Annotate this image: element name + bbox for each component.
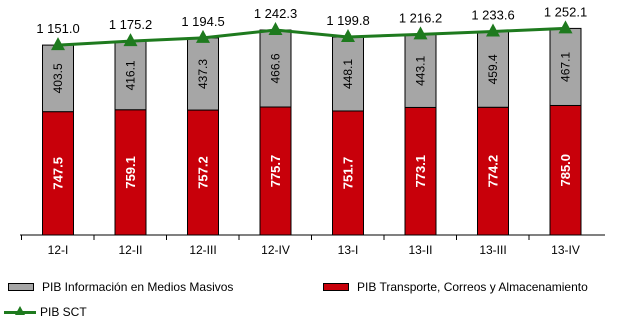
legend-label-transporte: PIB Transporte, Correos y Almacenamiento [357, 280, 588, 294]
x-tick-label: 13-IV [551, 243, 580, 257]
legend-swatch-transporte [323, 283, 349, 291]
legend-item-transporte: PIB Transporte, Correos y Almacenamiento [323, 280, 588, 294]
data-label-transporte: 747.5 [51, 157, 66, 190]
x-tick-label: 13-II [408, 243, 432, 257]
sct-marker [123, 33, 138, 47]
data-label-info: 403.5 [51, 63, 65, 93]
data-label-sct: 1 194.5 [181, 14, 224, 29]
data-label-info: 443.1 [414, 56, 428, 86]
x-tick-label: 13-III [479, 243, 506, 257]
data-label-sct: 1 175.2 [109, 17, 152, 32]
data-label-info: 466.6 [269, 53, 283, 83]
data-label-sct: 1 199.8 [326, 13, 369, 28]
x-tick-label: 12-I [48, 243, 69, 257]
bar-transporte [404, 106, 437, 236]
data-label-sct: 1 151.0 [36, 21, 79, 36]
data-label-sct: 1 233.6 [471, 7, 514, 22]
data-label-transporte: 757.2 [196, 156, 211, 189]
sct-line-layer: 1 151.0 1 175.2 1 194.5 1 242.3 1 199.8 1 216… [36, 4, 587, 51]
data-label-sct: 1 252.1 [544, 4, 587, 19]
bar-transporte [477, 106, 509, 236]
sct-marker [268, 22, 283, 36]
ticks-layer: 12-I 12-II 12-III 12-IV 13-I 13-II 13-III 13-IV [21, 235, 580, 257]
bar-info [477, 30, 509, 108]
bar-info [114, 40, 147, 111]
legend-label-info: PIB Información en Medios Masivos [42, 280, 234, 294]
data-label-transporte: 751.7 [341, 157, 356, 190]
sct-marker [341, 29, 355, 43]
sct-marker [196, 29, 210, 43]
bar-info [187, 37, 219, 111]
data-label-transporte: 759.1 [123, 156, 138, 189]
bar-transporte [332, 110, 364, 236]
data-label-transporte: 775.7 [268, 155, 283, 188]
sct-marker [558, 20, 573, 34]
data-label-info: 448.1 [341, 59, 355, 89]
data-label-sct: 1 242.3 [254, 6, 297, 21]
bar-transporte [187, 109, 219, 236]
sct-marker [486, 23, 500, 37]
legend-swatch-sct [4, 306, 36, 317]
sct-marker [51, 37, 65, 51]
data-label-transporte: 773.1 [413, 155, 428, 188]
data-label-info: 459.4 [486, 54, 500, 84]
legend-item-info: PIB Información en Medios Masivos [8, 280, 233, 294]
bar-transporte [42, 111, 74, 236]
data-label-transporte: 785.0 [558, 154, 573, 187]
bar-transporte [259, 106, 292, 236]
data-label-info: 467.1 [559, 52, 573, 82]
bar-info [42, 44, 74, 113]
legend-item-sct: PIB SCT [4, 305, 87, 319]
x-tick-label: 12-II [118, 243, 142, 257]
x-tick-label: 12-III [189, 243, 216, 257]
x-tick-label: 12-IV [261, 243, 290, 257]
sct-marker [413, 26, 428, 40]
sct-line [57, 26, 566, 47]
bar-info [332, 36, 364, 112]
bar-info [259, 29, 292, 108]
bars-layer: 747.5 403.5 759.1 416.1 757.2 437.3 775.7 466.6… [42, 27, 582, 236]
bar-transporte [549, 104, 582, 236]
data-label-info: 437.3 [196, 59, 210, 89]
bar-info [404, 33, 437, 108]
legend-label-sct: PIB SCT [40, 305, 87, 319]
data-label-transporte: 774.2 [486, 155, 501, 188]
data-label-info: 416.1 [124, 60, 138, 90]
data-label-sct: 1 216.2 [399, 10, 442, 25]
legend-swatch-info [8, 283, 34, 291]
x-tick-label: 13-I [338, 243, 359, 257]
bar-info [549, 27, 582, 106]
